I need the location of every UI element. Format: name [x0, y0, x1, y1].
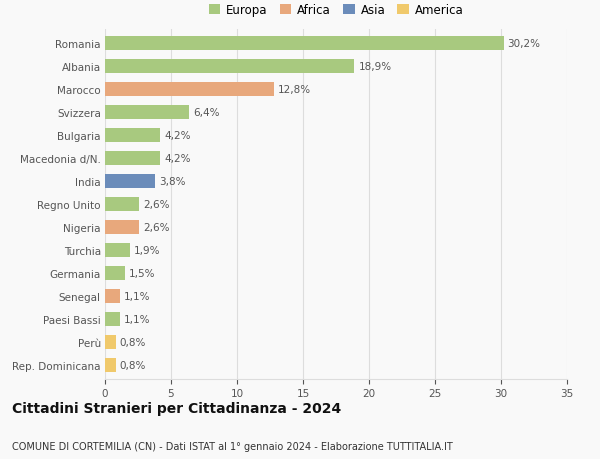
Text: 4,2%: 4,2% [164, 153, 191, 163]
Bar [105, 151, 160, 165]
Text: 0,8%: 0,8% [119, 337, 146, 347]
Bar [105, 37, 503, 50]
Bar [105, 335, 116, 349]
Text: 12,8%: 12,8% [278, 84, 311, 95]
Text: 30,2%: 30,2% [508, 39, 541, 49]
Bar [105, 243, 130, 257]
Bar [105, 83, 274, 96]
Text: 18,9%: 18,9% [358, 62, 392, 72]
Text: COMUNE DI CORTEMILIA (CN) - Dati ISTAT al 1° gennaio 2024 - Elaborazione TUTTITA: COMUNE DI CORTEMILIA (CN) - Dati ISTAT a… [12, 441, 453, 451]
Text: 3,8%: 3,8% [159, 176, 185, 186]
Bar [105, 106, 190, 119]
Bar [105, 289, 119, 303]
Text: 2,6%: 2,6% [143, 222, 170, 232]
Bar [105, 174, 155, 188]
Bar [105, 358, 116, 372]
Text: Cittadini Stranieri per Cittadinanza - 2024: Cittadini Stranieri per Cittadinanza - 2… [12, 402, 341, 415]
Bar [105, 129, 160, 142]
Legend: Europa, Africa, Asia, America: Europa, Africa, Asia, America [209, 4, 464, 17]
Bar [105, 197, 139, 211]
Text: 4,2%: 4,2% [164, 130, 191, 140]
Bar [105, 60, 355, 73]
Text: 1,5%: 1,5% [129, 268, 155, 278]
Text: 1,1%: 1,1% [124, 291, 150, 301]
Text: 2,6%: 2,6% [143, 199, 170, 209]
Text: 1,1%: 1,1% [124, 314, 150, 324]
Text: 6,4%: 6,4% [193, 107, 220, 118]
Text: 1,9%: 1,9% [134, 245, 161, 255]
Text: 0,8%: 0,8% [119, 360, 146, 370]
Bar [105, 220, 139, 234]
Bar [105, 312, 119, 326]
Bar [105, 266, 125, 280]
